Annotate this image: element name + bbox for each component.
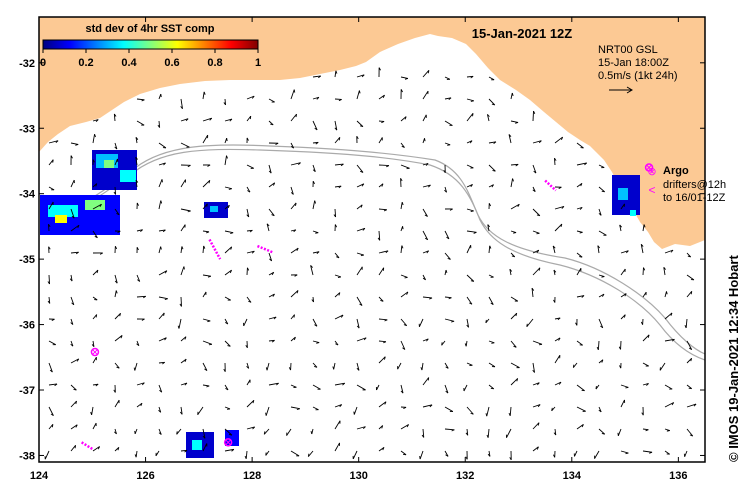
drifter-legend-line2: to 16/01-12Z (663, 192, 726, 204)
y-tick-label: -38 (19, 450, 35, 462)
argo-legend-symbol: ⊗ (647, 166, 656, 178)
x-tick-label: 126 (136, 470, 154, 482)
colorbar-tick-label: 0.8 (207, 57, 222, 69)
colorbar-tick-label: 0 (40, 57, 46, 69)
x-tick-label: 136 (669, 470, 687, 482)
colorbar-tick-label: 0.6 (164, 57, 179, 69)
legend-model-time: 15-Jan 18:00Z (598, 57, 669, 69)
legend-model-name: NRT00 GSL (598, 44, 658, 56)
y-tick-label: -36 (19, 320, 35, 332)
x-tick-label: 128 (243, 470, 261, 482)
y-tick-label: -32 (19, 58, 35, 70)
y-tick-label: -37 (19, 385, 35, 397)
y-tick-label: -35 (19, 254, 35, 266)
drifter-legend-symbol: < (648, 183, 655, 197)
drifter-legend-line1: drifters@12h (663, 179, 726, 191)
argo-legend-label: Argo (663, 165, 689, 177)
credit-text: © IMOS 19-Jan-2021 12:34 Hobart (726, 255, 741, 462)
colorbar-tick-label: 0.4 (121, 57, 137, 69)
y-tick-label: -34 (19, 189, 36, 201)
x-tick-label: 134 (563, 470, 582, 482)
colorbar-tick-label: 1 (255, 57, 261, 69)
y-tick-label: -33 (19, 123, 35, 135)
map-title: 15-Jan-2021 12Z (472, 26, 573, 41)
colorbar-title: std dev of 4hr SST comp (86, 23, 215, 35)
x-tick-label: 132 (456, 470, 474, 482)
legend-scale-text: 0.5m/s (1kt 24h) (598, 70, 677, 82)
x-tick-label: 130 (350, 470, 368, 482)
colorbar-scale (43, 40, 258, 49)
colorbar-tick-label: 0.2 (78, 57, 93, 69)
x-tick-label: 124 (30, 470, 49, 482)
sst-patch-east (612, 175, 640, 216)
